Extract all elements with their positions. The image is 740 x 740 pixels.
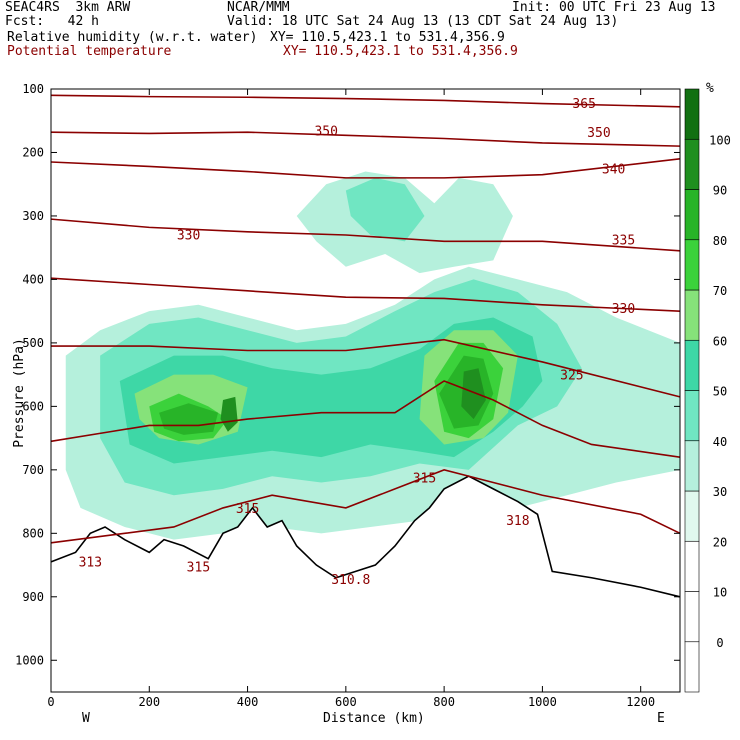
rh-region-90-12 bbox=[220, 396, 238, 432]
colorbar-swatch-7 bbox=[684, 289, 700, 341]
org-title: NCAR/MMM bbox=[227, 0, 290, 15]
theta-label-8: 315 bbox=[413, 472, 436, 487]
theta-contour-335 bbox=[50, 218, 681, 252]
theta-label-2: 350 bbox=[587, 126, 610, 141]
init-time: Init: 00 UTC Fri 23 Aug 13 bbox=[512, 0, 716, 15]
field-theta-xy: XY= 110.5,423.1 to 531.4,356.9 bbox=[283, 44, 518, 59]
colorbar-tick-40: 40 bbox=[713, 435, 727, 449]
colorbar-swatch-2 bbox=[684, 540, 700, 592]
y-tick-label-900: 900 bbox=[22, 590, 44, 604]
colorbar-swatch-5 bbox=[684, 390, 700, 442]
theta-label-6: 330 bbox=[612, 302, 635, 317]
colorbar-swatch-11 bbox=[684, 88, 700, 140]
rh-region-80-9 bbox=[159, 403, 219, 435]
colorbar-tick-20: 20 bbox=[713, 535, 727, 549]
field-theta-title: Potential temperature bbox=[7, 44, 172, 59]
colorbar-tick-60: 60 bbox=[713, 334, 727, 348]
colorbar: 0 10 20 30 40 50 60 70 80 90 100 bbox=[684, 88, 731, 693]
colorbar-tick-10: 10 bbox=[713, 586, 727, 600]
theta-label-10: 315 bbox=[187, 560, 210, 575]
x-tick-label-0: 0 bbox=[47, 695, 54, 709]
theta-contour-320 bbox=[50, 380, 681, 458]
model-title: SEAC4RS 3km ARW bbox=[5, 0, 131, 15]
x-tick-label-1200: 1200 bbox=[626, 695, 655, 709]
theta-contour-350 bbox=[50, 131, 681, 147]
colorbar-tick-100: 100 bbox=[709, 133, 731, 147]
below-ground-mask bbox=[51, 476, 680, 692]
theta-label-3: 340 bbox=[602, 162, 625, 177]
theta-label-5: 330 bbox=[177, 228, 200, 243]
colorbar-swatch-8 bbox=[684, 239, 700, 291]
colorbar-swatch-10 bbox=[684, 138, 700, 190]
y-tick-label-700: 700 bbox=[22, 463, 44, 477]
theta-contour-325 bbox=[51, 338, 681, 398]
y-tick-label-800: 800 bbox=[22, 526, 44, 540]
plot-frame bbox=[50, 88, 681, 693]
theta-label-7: 325 bbox=[560, 369, 583, 384]
theta-contour-340 bbox=[50, 158, 681, 179]
colorbar-unit: % bbox=[706, 81, 714, 96]
x-end-label-east: E bbox=[657, 711, 665, 726]
colorbar-tick-90: 90 bbox=[713, 184, 727, 198]
theta-contour-layer: 365 350 350 340 335 330 330 325 315 315 315 318 313 3… bbox=[50, 94, 681, 588]
colorbar-swatch-0 bbox=[684, 641, 700, 693]
rh-fill-layer bbox=[65, 171, 680, 540]
terrain-layer bbox=[50, 475, 681, 692]
y-tick-label-1000: 1000 bbox=[15, 653, 44, 667]
theta-label-11: 318 bbox=[506, 514, 529, 529]
y-tick-label-600: 600 bbox=[22, 399, 44, 413]
x-end-label-west: W bbox=[82, 711, 90, 726]
forecast-hour: Fcst: 42 h bbox=[5, 14, 99, 29]
valid-time: Valid: 18 UTC Sat 24 Aug 13 (13 CDT Sat … bbox=[227, 14, 619, 29]
theta-label-13: 310.8 bbox=[331, 573, 370, 588]
colorbar-swatch-4 bbox=[684, 440, 700, 492]
y-tick-label-300: 300 bbox=[22, 209, 44, 223]
colorbar-tick-50: 50 bbox=[713, 385, 727, 399]
theta-label-9: 315 bbox=[236, 502, 259, 517]
theta-contour-315 bbox=[50, 469, 681, 544]
y-axis-label: Pressure (hPa) bbox=[11, 338, 27, 448]
field-rh-xy: XY= 110.5,423.1 to 531.4,356.9 bbox=[270, 30, 505, 45]
theta-label-12: 313 bbox=[79, 555, 102, 570]
rh-region-90-11 bbox=[461, 368, 486, 420]
theta-contour-365 bbox=[50, 94, 681, 108]
colorbar-swatch-9 bbox=[684, 189, 700, 241]
y-tick-label-100: 100 bbox=[22, 82, 44, 96]
x-axis-label: Distance (km) bbox=[323, 711, 425, 726]
field-rh-title: Relative humidity (w.r.t. water) bbox=[7, 30, 258, 45]
x-tick-label-1000: 1000 bbox=[528, 695, 557, 709]
y-tick-label-200: 200 bbox=[22, 145, 44, 159]
terrain-line bbox=[50, 475, 681, 598]
colorbar-swatch-1 bbox=[684, 591, 700, 643]
y-tick-label-500: 500 bbox=[22, 336, 44, 350]
x-tick-label-200: 200 bbox=[138, 695, 160, 709]
y-tick-label-400: 400 bbox=[22, 272, 44, 286]
x-tick-label-800: 800 bbox=[433, 695, 455, 709]
x-tick-label-600: 600 bbox=[335, 695, 357, 709]
rh-region-40-3 bbox=[345, 177, 425, 242]
colorbar-tick-30: 30 bbox=[713, 485, 727, 499]
colorbar-swatch-6 bbox=[684, 339, 700, 391]
colorbar-tick-80: 80 bbox=[713, 234, 727, 248]
theta-label-4: 335 bbox=[612, 234, 635, 249]
x-tick-label-400: 400 bbox=[237, 695, 259, 709]
axes-layer: 100 200 300 400 500 600 700 800 900 1000 0 200 400 60… bbox=[15, 82, 681, 709]
theta-label-0: 365 bbox=[572, 97, 595, 112]
colorbar-tick-0: 0 bbox=[716, 636, 723, 650]
colorbar-swatch-3 bbox=[684, 490, 700, 542]
theta-contour-330 bbox=[50, 277, 681, 312]
theta-label-1: 350 bbox=[314, 124, 337, 139]
colorbar-tick-70: 70 bbox=[713, 284, 727, 298]
